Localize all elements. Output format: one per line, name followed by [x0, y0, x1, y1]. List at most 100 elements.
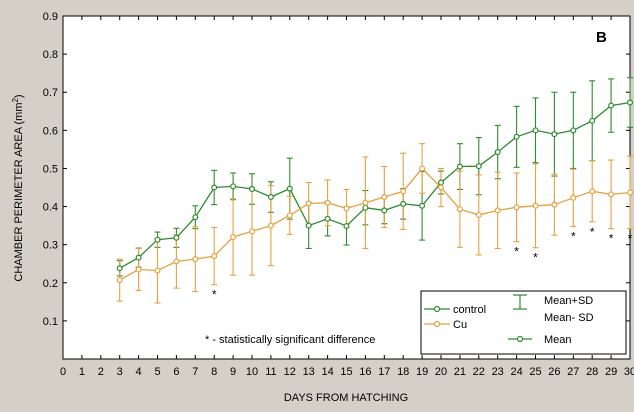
cu-data-point	[211, 253, 218, 260]
control-data-point	[154, 236, 161, 243]
control-data-point	[305, 222, 312, 229]
cu-data-point	[362, 199, 369, 206]
x-tick-label: 6	[173, 366, 179, 378]
significance-star: *	[533, 251, 538, 265]
cu-data-point	[456, 206, 463, 213]
x-tick-label: 29	[605, 366, 617, 378]
legend-cu-marker	[433, 320, 441, 328]
cu-data-point	[608, 191, 615, 198]
x-tick-label: 28	[586, 366, 598, 378]
legend-mean-marker	[516, 335, 524, 343]
legend-box	[420, 290, 627, 355]
cu-data-point	[494, 207, 501, 214]
cu-data-point	[626, 189, 633, 196]
control-data-point	[532, 127, 539, 134]
legend-cu-label: Cu	[453, 319, 467, 331]
x-tick-label: 18	[397, 366, 409, 378]
x-tick-label: 7	[192, 366, 198, 378]
y-axis-title: CHAMBER PERIMETER AREA (mm2)	[11, 94, 25, 281]
cu-data-point	[324, 199, 331, 206]
panel-label: B	[596, 29, 607, 46]
series-points	[116, 99, 633, 284]
y-tick-label: 0.9	[43, 11, 58, 23]
significance-star: *	[514, 245, 519, 259]
significance-note: * - statistically significant difference	[205, 334, 375, 346]
control-data-point	[400, 200, 407, 207]
legend-errorbar-symbol	[513, 294, 527, 310]
x-tick-label: 15	[340, 366, 352, 378]
significance-star: *	[212, 288, 217, 302]
control-data-point	[249, 186, 256, 193]
significance-star: *	[590, 225, 595, 239]
x-tick-label: 22	[473, 366, 485, 378]
control-data-point	[286, 185, 293, 192]
cu-data-point	[192, 256, 199, 263]
x-tick-label: 25	[529, 366, 541, 378]
x-tick-label: 4	[136, 366, 142, 378]
y-tick-label: 0.6	[43, 125, 58, 137]
x-tick-label: 23	[492, 366, 504, 378]
series-lines	[119, 101, 631, 281]
x-tick-label: 26	[548, 366, 560, 378]
control-data-point	[438, 179, 445, 186]
cu-data-point	[249, 228, 256, 235]
x-tick-label: 24	[510, 366, 522, 378]
control-data-point	[475, 163, 482, 170]
legend-control-label: control	[453, 304, 486, 316]
significance-markers: * * * * * * *	[212, 225, 633, 302]
control-data-point	[192, 214, 199, 221]
control-data-point	[343, 222, 350, 229]
significance-star: *	[571, 229, 576, 243]
control-data-point	[551, 131, 558, 138]
cu-data-point	[589, 188, 596, 195]
cu-data-point	[419, 165, 426, 172]
cu-data-point	[513, 204, 520, 211]
x-tick-label: 19	[416, 366, 428, 378]
control-data-point	[116, 265, 123, 272]
cu-data-point	[267, 222, 274, 229]
cu-data-point	[343, 205, 350, 212]
control-data-point	[135, 254, 142, 261]
x-tick-label: 10	[246, 366, 258, 378]
cu-data-point	[154, 267, 161, 274]
x-tick-label: 21	[454, 366, 466, 378]
x-tick-label: 5	[154, 366, 160, 378]
control-data-point	[456, 163, 463, 170]
legend: control Cu Mean+SD Mean- SD Mean	[420, 290, 627, 355]
control-data-point	[267, 194, 274, 201]
x-tick-label: 0	[60, 366, 66, 378]
cu-data-point	[532, 202, 539, 209]
x-tick-label: 27	[567, 366, 579, 378]
y-tick-label: 0.3	[43, 240, 58, 252]
x-tick-label: 2	[98, 366, 104, 378]
cu-data-point	[400, 188, 407, 195]
control-data-point	[381, 207, 388, 214]
control-data-point	[419, 202, 426, 209]
legend-mean-label: Mean	[544, 334, 572, 346]
x-tick-label: 16	[359, 366, 371, 378]
control-series-line	[119, 101, 631, 269]
cu-data-point	[286, 212, 293, 219]
significance-star: *	[628, 232, 633, 246]
x-axis: 0 1 2 3 4 5 6 7 8 9 10 11 12 13 14 15 16 17 18 19 20 21 22 23 24…	[60, 16, 634, 378]
cu-data-point	[475, 211, 482, 218]
x-tick-label: 9	[230, 366, 236, 378]
x-tick-label: 11	[265, 366, 276, 378]
y-tick-label: 0.7	[43, 87, 58, 99]
cu-data-point	[135, 266, 142, 273]
x-tick-label: 30	[624, 366, 634, 378]
x-tick-label: 3	[117, 366, 123, 378]
x-axis-title: DAYS FROM HATCHING	[284, 392, 408, 404]
x-tick-label: 14	[321, 366, 333, 378]
cu-data-point	[173, 258, 180, 265]
y-tick-label: 0.4	[43, 202, 58, 214]
x-tick-label: 20	[435, 366, 447, 378]
cu-data-point	[381, 194, 388, 201]
cu-data-point	[305, 200, 312, 207]
y-tick-label: 0.8	[43, 49, 58, 61]
cu-data-point	[116, 277, 123, 284]
control-data-point	[513, 133, 520, 140]
x-tick-label: 13	[303, 366, 315, 378]
legend-mean-minus-sd: Mean- SD	[544, 312, 594, 324]
